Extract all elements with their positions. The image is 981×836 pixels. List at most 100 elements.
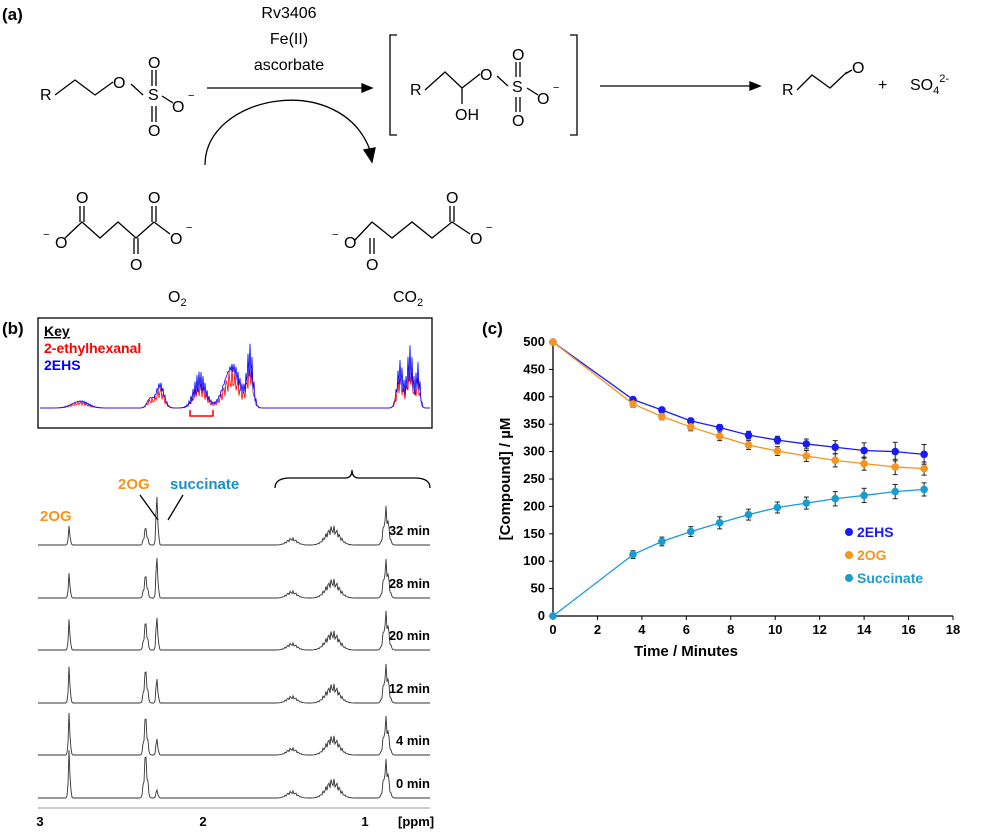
atom-s: S: [148, 87, 159, 104]
data-point-Succinate: [549, 612, 557, 620]
data-point-Succinate: [744, 510, 753, 519]
fit-curve-2OG: [552, 341, 925, 470]
o2-text: O: [168, 289, 180, 306]
co2-label: CO2: [393, 289, 423, 309]
bond: [153, 221, 171, 235]
x-tick-label: 8: [727, 622, 734, 637]
bracket-right: [570, 34, 578, 136]
data-point-2OG: [744, 441, 753, 449]
sulfate-sup: 2-: [939, 73, 949, 85]
data-point-Succinate: [831, 494, 840, 503]
trace-time-label: 4 min: [396, 733, 430, 748]
panel-a-label: (a): [2, 5, 23, 24]
data-point-2EHS: [773, 436, 782, 444]
panel-c-label: (c): [482, 319, 503, 338]
y-tick-label: 0: [538, 608, 545, 623]
inset-trace: [40, 363, 430, 409]
o2-label: O2: [168, 289, 187, 309]
legend-label: 2EHS: [857, 524, 894, 540]
data-point-2OG: [773, 447, 782, 455]
data-point-Succinate: [629, 550, 637, 559]
nmr-trace: [38, 557, 430, 599]
data-point-2EHS: [831, 443, 840, 452]
charge: −: [43, 229, 49, 241]
pointer-arrow-succinate: [167, 494, 184, 521]
o2-sub: 2: [180, 297, 186, 309]
atom-o: O: [55, 235, 67, 252]
data-point-2OG: [629, 400, 637, 408]
atom-o: O: [172, 99, 184, 116]
bond: [526, 87, 539, 96]
atom-o: O: [366, 257, 378, 274]
product-chain: [796, 71, 848, 91]
x-axis-label: Time / Minutes: [634, 643, 738, 660]
atom-o: O: [148, 55, 160, 72]
x-tick-label: 16: [901, 622, 915, 637]
intermediate-chain: [424, 71, 481, 91]
trace-time-label: 12 min: [389, 681, 430, 696]
nmr-trace: [38, 610, 430, 651]
succinate-skeleton: [354, 221, 471, 241]
charge: −: [188, 90, 194, 102]
data-point-Succinate: [686, 527, 695, 536]
r-group: R: [410, 82, 422, 99]
charge: −: [553, 82, 559, 94]
atom-o: O: [446, 190, 458, 207]
inset-bracket: [189, 410, 214, 417]
y-tick-label: 300: [523, 444, 545, 459]
y-tick-label: 250: [523, 471, 545, 486]
data-point-2OG: [658, 412, 666, 421]
data-point-Succinate: [773, 503, 782, 512]
plus-sign: +: [878, 77, 887, 94]
x-tick-label: 12: [812, 622, 826, 637]
atom-s: S: [512, 79, 523, 96]
atom-o: O: [537, 91, 549, 108]
data-point-Succinate: [715, 519, 724, 527]
ppm-tick: 1: [361, 814, 368, 829]
trace-time-label: 28 min: [389, 576, 430, 591]
fit-curve-2EHS: [552, 341, 925, 455]
data-point-2OG: [715, 432, 724, 441]
arrowhead: [361, 83, 374, 93]
atom-o: O: [512, 47, 524, 64]
peak-label-2og: 2OG: [40, 508, 72, 525]
x-tick-label: 2: [594, 622, 601, 637]
key-item-2ehs: 2EHS: [44, 357, 81, 373]
peak-label-succinate: succinate: [170, 476, 239, 493]
data-point-2EHS: [860, 446, 868, 455]
x-tick-label: 4: [638, 622, 646, 637]
data-point-2OG: [920, 464, 928, 473]
data-point-2OG: [891, 463, 900, 471]
trace-time-label: 32 min: [389, 523, 430, 538]
co2-text: CO: [393, 289, 417, 306]
nmr-trace: [38, 663, 430, 704]
y-tick-label: 200: [523, 498, 545, 513]
atom-o: O: [170, 231, 182, 248]
legend-label: Succinate: [857, 570, 923, 586]
data-point-2OG: [802, 452, 811, 460]
key-inset-box: [37, 317, 433, 429]
data-point-2EHS: [715, 423, 724, 432]
atom-o: O: [470, 231, 482, 248]
x-tick-label: 6: [683, 622, 690, 637]
fit-curve-Succinate: [552, 488, 925, 617]
x-tick-label: 18: [946, 622, 960, 637]
y-axis-label: [Compound] / µM: [497, 418, 514, 541]
ppm-tick: 3: [36, 814, 43, 829]
inset-trace: [40, 343, 430, 409]
data-point-Succinate: [802, 499, 811, 507]
co2-sub: 2: [417, 297, 423, 309]
bracket-left: [389, 34, 397, 136]
atom-o: O: [480, 67, 492, 84]
sulfate: SO42-: [910, 73, 949, 97]
kinetics-chart: 0 2 4 6 8 10 12 14 16 18 0 50 100 150 200 250 300 350 400 4…: [523, 334, 960, 637]
x-tick-label: 14: [857, 622, 872, 637]
cosubstrate-curved-arrow: [204, 99, 371, 166]
cofactor-label: Fe(II): [270, 31, 308, 48]
data-point-2EHS: [802, 440, 811, 448]
atom-o: O: [344, 235, 356, 252]
x-tick-label: 10: [768, 622, 782, 637]
substrate-chain: [54, 79, 114, 96]
